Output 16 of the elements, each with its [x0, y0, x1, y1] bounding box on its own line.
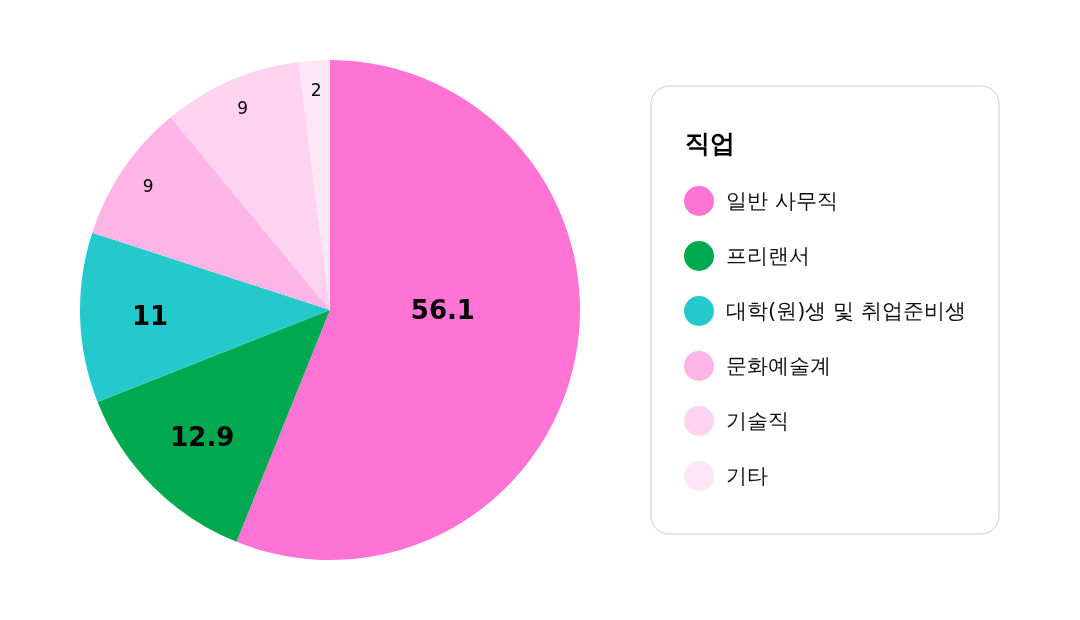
legend-label: 대학(원)생 및 취업준비생	[726, 299, 966, 323]
data-label: 11	[132, 300, 169, 331]
pie-slice	[170, 61, 330, 310]
data-label: 9	[237, 98, 249, 119]
legend-label: 기타	[726, 464, 768, 488]
pie-slice	[236, 60, 580, 560]
legend-label: 일반 사무직	[726, 189, 838, 213]
data-label: 2	[310, 80, 322, 101]
data-label: 56.1	[410, 295, 475, 325]
pie-slice	[80, 232, 330, 403]
legend-label: 기술직	[726, 409, 789, 433]
data-label: 9	[142, 176, 154, 197]
legend-label: 프리랜서	[726, 244, 810, 268]
legend-label: 문화예술계	[726, 354, 831, 378]
legend-title: 직업	[685, 128, 735, 158]
data-label: 12.9	[170, 421, 235, 452]
